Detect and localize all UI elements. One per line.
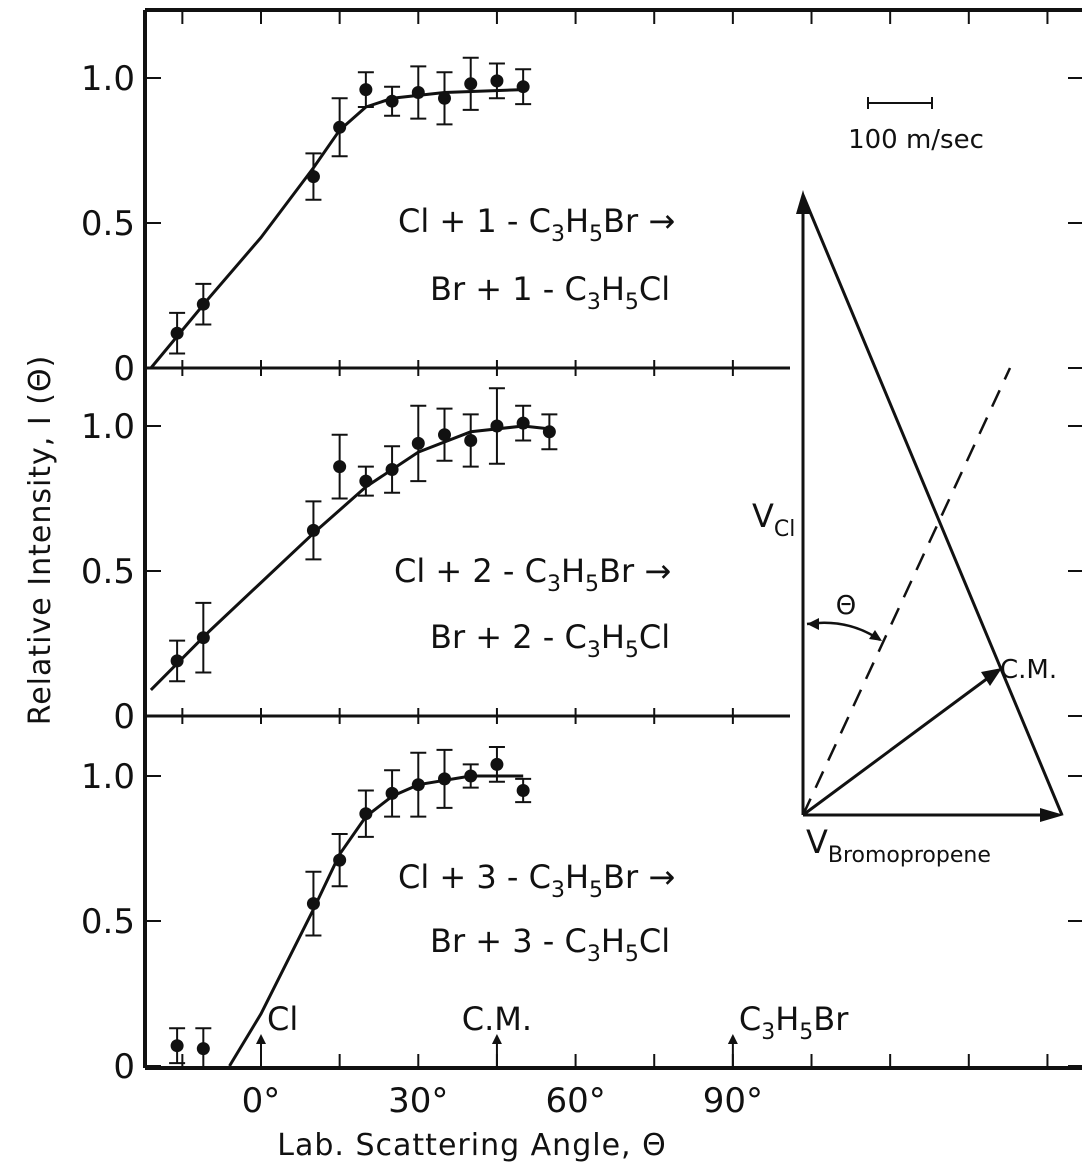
data-point	[516, 80, 530, 94]
data-point	[438, 91, 452, 105]
v-bromopropene-arrowhead	[1040, 808, 1064, 822]
data-point	[411, 778, 425, 792]
velocity-diagram: Θ 100 m/sec VCl VBromopropene C.M.	[752, 97, 1064, 868]
data-point	[464, 77, 478, 91]
data-point	[196, 297, 210, 311]
x-tick-label: 90°	[703, 1081, 763, 1121]
y-axis-label: Relative Intensity, I (Θ)	[23, 355, 58, 726]
data-point	[170, 1039, 184, 1053]
x-tick-label: 30°	[388, 1081, 448, 1121]
data-point	[411, 436, 425, 450]
data-point	[385, 786, 399, 800]
data-point	[333, 120, 347, 134]
data-point	[359, 474, 373, 488]
angle-marker-label: C.M.	[462, 1000, 532, 1038]
y-tick-label: 0.5	[81, 552, 135, 592]
marker-arrowhead	[491, 1034, 502, 1044]
data-point	[411, 86, 425, 99]
y-tick-label: 0.5	[81, 902, 135, 942]
v-bromopropene-label: VBromopropene	[806, 823, 991, 868]
lab-angle-line	[801, 367, 1012, 816]
chart-panel: Cl + 1 - C3H5Br → Br + 1 - C3H5Cl	[149, 56, 675, 369]
x-axis-label: Lab. Scattering Angle, Θ	[277, 1128, 666, 1163]
y-tick-label: 1.0	[81, 757, 135, 797]
data-point	[333, 853, 347, 867]
reaction-label-line2: Br + 2 - C3H5Cl	[430, 618, 670, 663]
reaction-label-line1: Cl + 3 - C3H5Br →	[398, 858, 675, 903]
y-tick-label: 1.0	[81, 407, 135, 447]
data-point	[170, 326, 184, 340]
data-point	[490, 419, 504, 433]
data-point	[490, 74, 504, 88]
data-point	[306, 170, 320, 184]
data-point	[464, 769, 478, 783]
x-tick-label: 60°	[545, 1081, 605, 1121]
theta-arc-arrowhead	[869, 630, 882, 641]
reaction-label-line2: Br + 3 - C3H5Cl	[430, 922, 670, 967]
data-point	[385, 94, 399, 108]
reaction-label-line1: Cl + 2 - C3H5Br →	[394, 552, 671, 597]
data-point	[464, 434, 478, 447]
marker-arrowhead	[727, 1034, 738, 1044]
chart-panels: Cl + 1 - C3H5Br → Br + 1 - C3H5Cl Cl + 2 -…	[149, 56, 675, 1070]
y-tick-label: 0	[113, 697, 135, 737]
data-point	[490, 757, 504, 771]
plot-frame	[143, 8, 1082, 1070]
angle-marker: C3H5Br	[727, 1000, 849, 1066]
data-point	[359, 807, 373, 821]
y-tick-label: 1.0	[81, 59, 135, 99]
v-cl-label: VCl	[752, 497, 795, 542]
y-tick-label: 0	[113, 349, 135, 389]
cm-label: C.M.	[1000, 655, 1057, 685]
angle-marker: Cl	[256, 1000, 298, 1066]
angle-marker-label: C3H5Br	[739, 1000, 849, 1045]
data-point	[170, 654, 184, 668]
data-point	[196, 1042, 210, 1056]
theta-arc-arrowhead	[807, 618, 819, 630]
reaction-label-line2: Br + 1 - C3H5Cl	[430, 270, 670, 315]
data-point	[306, 897, 320, 911]
chart-panel: Cl + 2 - C3H5Br → Br + 2 - C3H5Cl	[149, 387, 671, 691]
y-tick-label: 0.5	[81, 204, 135, 244]
data-point	[438, 772, 452, 786]
angle-marker: C.M.	[462, 1000, 532, 1066]
angle-markers: Cl C.M. C3H5Br	[256, 1000, 849, 1066]
scale-bar-label: 100 m/sec	[848, 125, 984, 155]
theta-label: Θ	[836, 591, 856, 621]
data-point	[542, 425, 556, 439]
data-point	[333, 460, 347, 474]
relative-velocity-line	[801, 194, 1064, 816]
v-cl-arrowhead	[796, 190, 810, 214]
data-point	[516, 416, 530, 430]
y-tick-label: 0	[113, 1047, 135, 1087]
data-point	[385, 463, 399, 476]
reaction-label-line1: Cl + 1 - C3H5Br →	[398, 202, 675, 247]
chart-panel: Cl + 3 - C3H5Br → Br + 3 - C3H5Cl	[169, 746, 675, 1070]
angle-marker-label: Cl	[267, 1000, 298, 1038]
data-point	[306, 523, 320, 537]
data-point	[516, 784, 530, 797]
cm-arrow	[802, 673, 993, 817]
data-point	[438, 428, 452, 442]
data-point	[196, 631, 210, 645]
x-tick-label: 0°	[242, 1081, 281, 1121]
cm-arrowhead	[981, 668, 1002, 686]
marker-arrowhead	[256, 1034, 266, 1044]
data-point	[359, 83, 373, 97]
